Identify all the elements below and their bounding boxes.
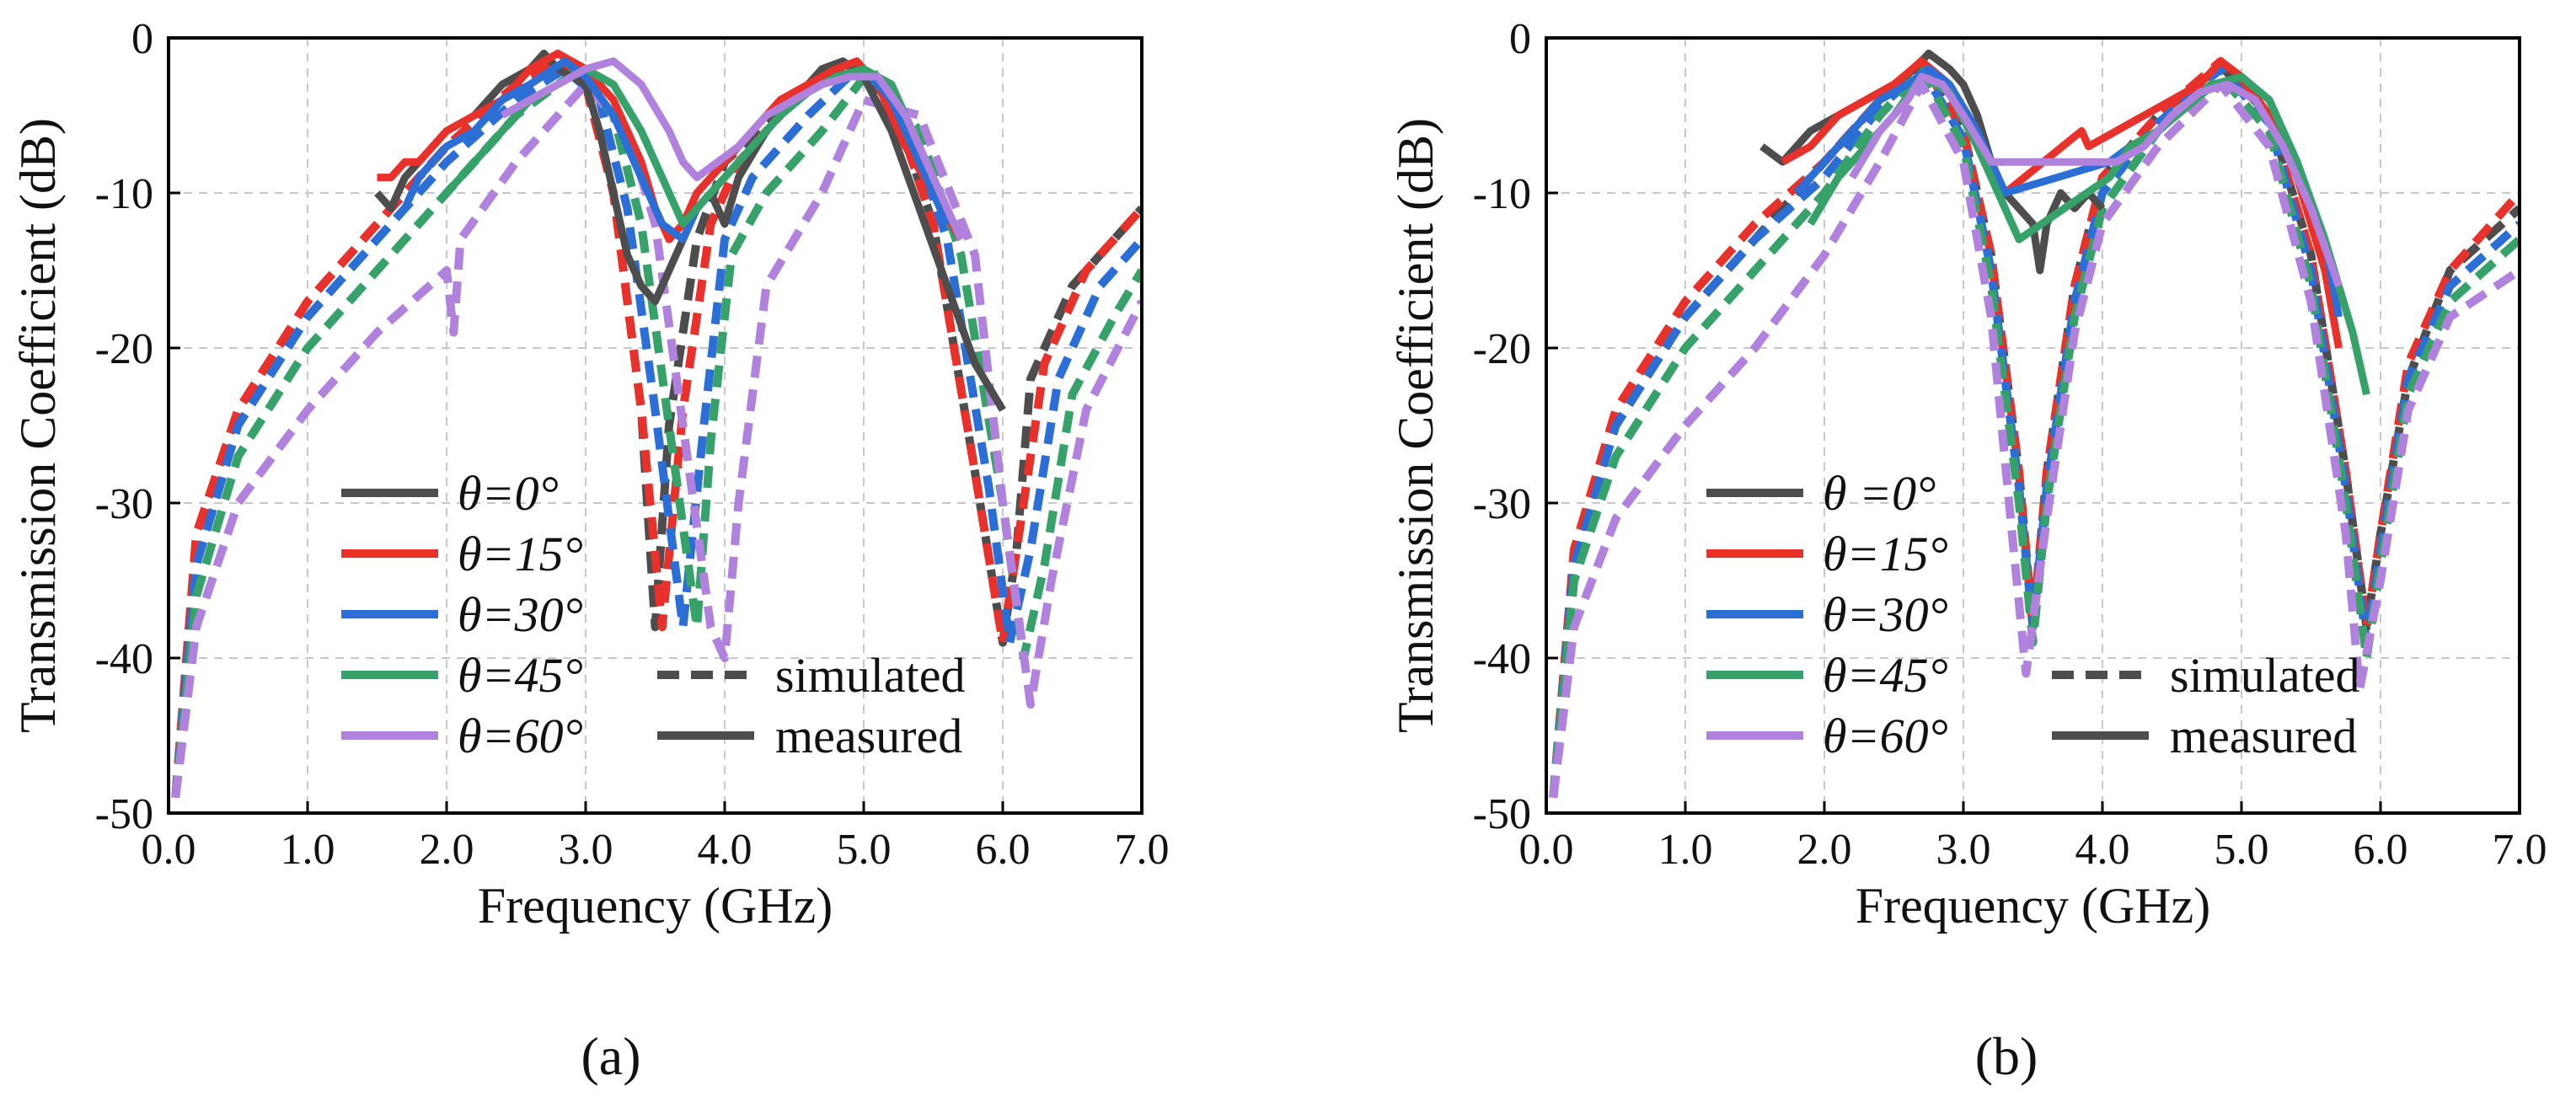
series-line-theta60-dashed [171,80,1142,799]
x-tick-label: 5.0 [2215,826,2269,874]
x-tick-label: 6.0 [2354,826,2408,874]
chart-panel-a: 0.0 1.0 2.0 3.0 4.0 5.0 6.0 7.0 -50 -40 -30 -20 -10 0… [10,15,1170,934]
series-line-theta30-dashed [171,64,1142,799]
x-tick-label: 0.0 [1519,826,1574,874]
series-line-theta60-solid [500,57,965,242]
legend-label-simulated: simulated [775,648,966,703]
x-tick-label: 2.0 [1797,826,1852,874]
legend-label-theta30: θ=30° [1823,587,1948,642]
x-tick-label: 1.0 [281,826,335,874]
legend: θ =0° θ=15° θ=30° θ=45° θ=60° simulated measur… [1706,466,2360,763]
series-line-theta15-dashed [1549,56,2520,799]
y-tick-label: 0 [1509,15,1531,63]
y-tick-label: -30 [95,480,153,528]
series-line-theta60-solid [1849,72,2343,287]
legend-label-theta60: θ=60° [1823,709,1948,763]
series-line-theta60-dashed [1549,80,2520,799]
x-tick-label: 1.0 [1658,826,1713,874]
legend-label-theta15: θ=15° [1823,527,1948,581]
x-tick-label: 7.0 [1115,826,1170,874]
series-line-theta45-dashed [1549,64,2520,799]
x-tick-label: 6.0 [976,826,1031,874]
y-tick-label: -10 [1473,170,1531,218]
y-tick-label: -20 [95,325,153,373]
legend-label-theta45: θ=45° [1823,648,1948,703]
y-axis-title: Transmission Coefficient (dB) [1388,118,1443,733]
legend-label-theta45: θ=45° [458,648,583,703]
y-tick-label: -30 [1473,480,1531,528]
legend-label-measured: measured [775,709,962,763]
legend-label-theta0: θ=0° [458,466,559,521]
y-tick-label: -40 [1473,635,1531,683]
x-tick-label: 7.0 [2493,826,2547,874]
legend-label-theta0: θ =0° [1823,466,1936,521]
legend-label-theta60: θ=60° [458,709,583,763]
plot-frame [167,36,1143,815]
x-tick-label: 4.0 [2075,826,2130,874]
y-tick-label: -50 [1473,790,1531,838]
y-tick-label: -50 [95,790,153,838]
legend-label-simulated: simulated [2170,648,2360,703]
x-axis-title: Frequency (GHz) [478,878,833,934]
x-tick-label: 0.0 [142,826,196,874]
x-tick-label: 2.0 [420,826,474,874]
y-tick-label: -40 [95,635,153,683]
x-tick-label: 3.0 [1936,826,1991,874]
y-tick-label: -10 [95,170,153,218]
y-tick-label: -20 [1473,325,1531,373]
series-group [171,49,1142,799]
caption-a: (a) [581,1026,640,1086]
plot-frame [1545,36,2521,815]
caption-b: (b) [1975,1026,2038,1086]
legend-label-theta15: θ=15° [458,527,583,581]
y-tick-label: 0 [131,15,153,63]
x-tick-label: 3.0 [559,826,613,874]
legend-label-measured: measured [2170,709,2357,763]
x-axis-title: Frequency (GHz) [1856,878,2211,934]
legend-label-theta30: θ=30° [458,587,583,642]
x-tick-label: 5.0 [837,826,892,874]
series-group [1549,49,2520,799]
x-tick-label: 4.0 [698,826,752,874]
chart-panel-b: 0.0 1.0 2.0 3.0 4.0 5.0 6.0 7.0 -50 -40 -30 -20 -10 0… [1388,15,2547,934]
legend: θ=0° θ=15° θ=30° θ=45° θ=60° simulated measure… [341,466,966,763]
series-line-theta30-dashed [1549,64,2520,799]
series-line-theta15-solid [377,49,965,243]
grid-lines [1546,38,2520,813]
y-axis-title: Transmission Coefficient (dB) [10,118,66,733]
series-line-theta15-dashed [171,56,1142,798]
